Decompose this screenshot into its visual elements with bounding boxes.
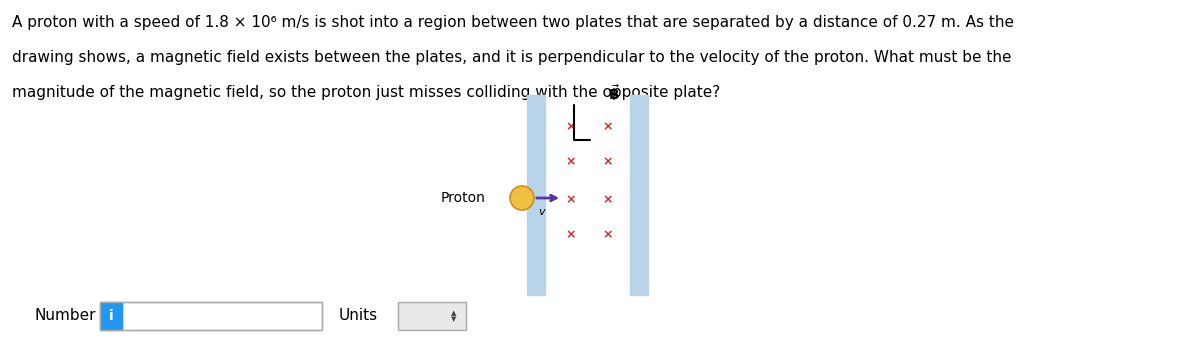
Text: Units: Units xyxy=(338,307,378,323)
Text: ×: × xyxy=(565,194,576,207)
Text: ×: × xyxy=(565,156,576,168)
Text: ×: × xyxy=(602,156,613,168)
Text: ×: × xyxy=(602,121,613,134)
Text: ×: × xyxy=(602,194,613,207)
Text: Proton: Proton xyxy=(442,191,486,205)
Bar xyxy=(122,302,322,330)
Text: ▲
▼: ▲ ▼ xyxy=(451,310,457,322)
Text: magnitude of the magnetic field, so the proton just misses colliding with the op: magnitude of the magnetic field, so the … xyxy=(12,85,720,100)
Text: drawing shows, a magnetic field exists between the plates, and it is perpendicul: drawing shows, a magnetic field exists b… xyxy=(12,50,1012,65)
Text: Number: Number xyxy=(35,307,96,323)
Bar xyxy=(527,95,545,295)
Text: i: i xyxy=(109,309,113,323)
Text: ×: × xyxy=(602,229,613,242)
Bar xyxy=(630,95,648,295)
Text: ×: × xyxy=(565,121,576,134)
Text: ×: × xyxy=(565,229,576,242)
Text: A proton with a speed of 1.8 × 10⁶ m/s is shot into a region between two plates : A proton with a speed of 1.8 × 10⁶ m/s i… xyxy=(12,15,1014,30)
Bar xyxy=(100,302,122,330)
Circle shape xyxy=(510,186,534,210)
Bar xyxy=(398,302,466,330)
Text: $\mathbf{\vec{B}}$: $\mathbf{\vec{B}}$ xyxy=(608,85,620,103)
Text: v: v xyxy=(539,207,545,217)
Bar xyxy=(100,302,322,330)
